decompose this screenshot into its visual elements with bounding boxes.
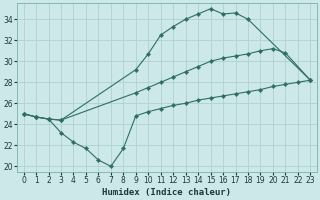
X-axis label: Humidex (Indice chaleur): Humidex (Indice chaleur): [102, 188, 231, 197]
